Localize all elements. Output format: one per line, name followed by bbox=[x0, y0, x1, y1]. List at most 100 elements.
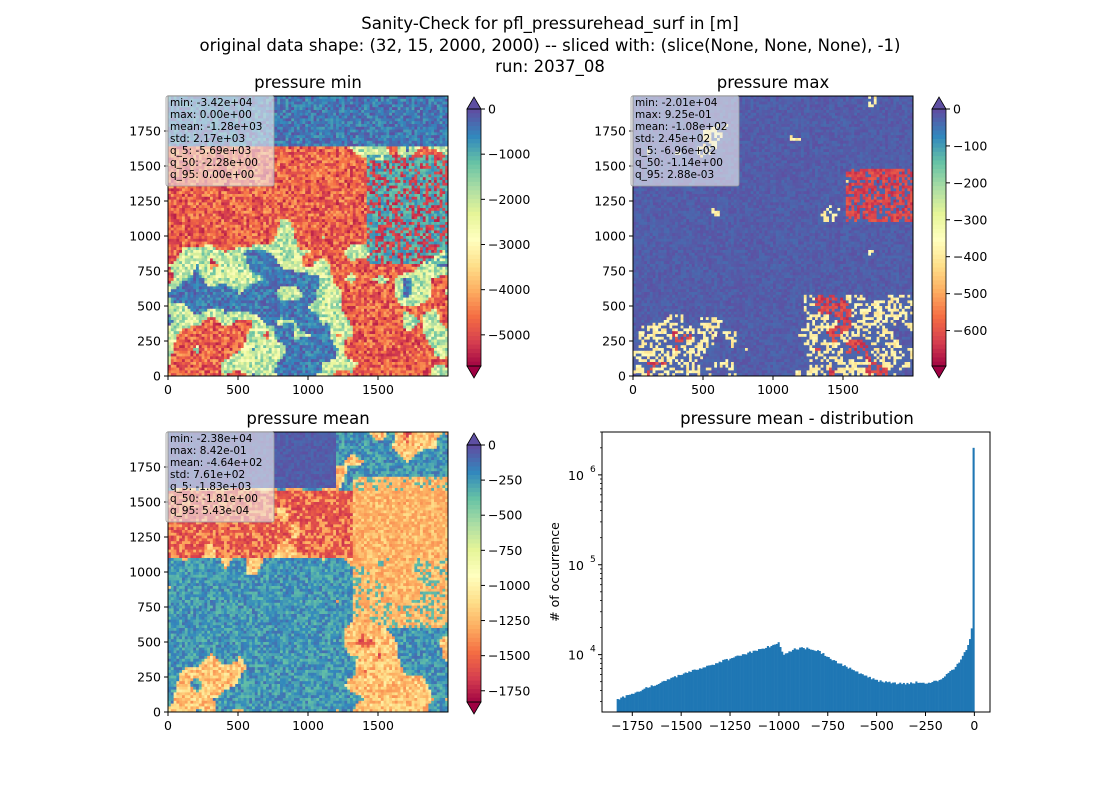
histogram-bar bbox=[874, 680, 876, 712]
histogram-bar bbox=[677, 675, 679, 712]
histogram-bar bbox=[774, 645, 776, 712]
y-tick-label: 500 bbox=[137, 635, 161, 650]
histogram-bar bbox=[840, 664, 842, 712]
colorbar-tick-label: 0 bbox=[953, 102, 961, 117]
histogram-bar bbox=[642, 690, 644, 712]
colorbar-extend-top bbox=[467, 97, 481, 109]
colorbar: 0−250−500−750−1000−1250−1500−1750 bbox=[467, 433, 530, 714]
y-tick-label: 10 bbox=[568, 468, 584, 483]
y-tick-label: 750 bbox=[602, 264, 626, 279]
histogram-bar bbox=[788, 651, 790, 712]
histogram-bar bbox=[878, 682, 880, 712]
histogram-bar bbox=[806, 648, 808, 712]
histogram-bar bbox=[772, 645, 774, 712]
y-tick-label: 250 bbox=[137, 670, 161, 685]
x-tick-label: 500 bbox=[226, 718, 250, 733]
histogram-bar bbox=[835, 661, 837, 712]
histogram-bar bbox=[728, 660, 730, 712]
histogram-bar bbox=[796, 649, 798, 712]
x-tick-label: 1000 bbox=[757, 382, 789, 397]
histogram-bar bbox=[701, 669, 703, 712]
histogram-bar bbox=[949, 671, 951, 712]
histogram-bar bbox=[649, 687, 651, 712]
histogram-bar bbox=[736, 656, 738, 712]
colorbar-tick-label: −1750 bbox=[488, 683, 530, 698]
histogram-bar bbox=[897, 684, 899, 712]
histogram-bar bbox=[740, 656, 742, 712]
x-tick-label: −500 bbox=[859, 718, 893, 733]
histogram-bar bbox=[724, 659, 726, 712]
panel-pressure-min: pressure min 0 500 1000 1500 02505007501000… bbox=[129, 73, 530, 397]
y-tick-label: 1250 bbox=[594, 194, 626, 209]
y-tick-label: 250 bbox=[137, 334, 161, 349]
histogram-bar bbox=[679, 675, 681, 712]
histogram-bar bbox=[670, 678, 672, 712]
y-tick-exponent: 6 bbox=[590, 465, 596, 475]
histogram: −1750 −1500 −1250 −1000 −750 −500 −250 010 410 51… bbox=[568, 432, 990, 733]
x-tick-label: 1500 bbox=[827, 382, 859, 397]
histogram-bar bbox=[751, 653, 753, 712]
histogram-bar bbox=[855, 671, 857, 712]
y-tick-label: 500 bbox=[137, 299, 161, 314]
y-tick-label: 1000 bbox=[129, 229, 161, 244]
histogram-bar bbox=[838, 664, 840, 712]
histogram-bar bbox=[842, 666, 844, 712]
colorbar-tick-label: 0 bbox=[488, 438, 496, 453]
histogram-bar bbox=[942, 678, 944, 712]
histogram-bar bbox=[903, 683, 905, 712]
histogram-bar bbox=[881, 682, 883, 712]
histogram-bar bbox=[733, 658, 735, 712]
histogram-bar bbox=[674, 676, 676, 712]
histogram-bar bbox=[889, 682, 891, 712]
histogram-bar bbox=[658, 684, 660, 712]
histogram-bar bbox=[951, 670, 953, 712]
panel-title: pressure mean bbox=[246, 409, 369, 428]
x-tick-label: 1500 bbox=[362, 382, 394, 397]
histogram-bar bbox=[933, 681, 935, 712]
colorbar-tick-label: −1250 bbox=[488, 613, 530, 628]
y-tick-label: 10 bbox=[568, 648, 584, 663]
histogram-bar bbox=[706, 666, 708, 712]
histogram-bar bbox=[867, 677, 869, 712]
histogram-bar bbox=[910, 682, 912, 712]
colorbar-tick-label: 0 bbox=[488, 102, 496, 117]
x-tick-label: −1000 bbox=[758, 718, 800, 733]
histogram-bar bbox=[928, 683, 930, 712]
histogram-bar bbox=[853, 670, 855, 712]
colorbar-extend-bottom bbox=[467, 366, 481, 378]
x-tick-label: 500 bbox=[226, 382, 250, 397]
histogram-bar bbox=[973, 448, 975, 712]
histogram-bar bbox=[762, 649, 764, 712]
histogram-bar bbox=[651, 685, 653, 712]
colorbar-tick-label: −600 bbox=[953, 323, 987, 338]
colorbar-tick-label: −3000 bbox=[488, 237, 530, 252]
histogram-bar bbox=[667, 679, 669, 712]
histogram-bar bbox=[962, 656, 964, 712]
histogram-bar bbox=[960, 660, 962, 712]
histogram-bar bbox=[803, 648, 805, 712]
histogram-bar bbox=[812, 650, 814, 712]
histogram-bar bbox=[813, 651, 815, 712]
histogram-bar bbox=[939, 680, 941, 712]
histogram-bar bbox=[776, 644, 778, 712]
stats-line: q_50: -2.28e+00 bbox=[170, 157, 258, 169]
colorbar-tick-label: −200 bbox=[953, 175, 987, 190]
histogram-bar bbox=[660, 683, 662, 712]
colorbar-extend-bottom bbox=[932, 366, 946, 378]
y-tick-label: 0 bbox=[153, 705, 161, 720]
histogram-bar bbox=[969, 639, 971, 712]
histogram-bar bbox=[844, 665, 846, 712]
histogram-bar bbox=[915, 681, 917, 712]
histogram-bar bbox=[652, 686, 654, 712]
histogram-bar bbox=[956, 664, 958, 712]
histogram-bar bbox=[787, 653, 789, 712]
panel-distribution: pressure mean - distribution # of occurr… bbox=[547, 409, 990, 733]
histogram-bar bbox=[846, 667, 848, 712]
colorbar-tick-label: −500 bbox=[488, 508, 522, 523]
y-tick-label: 10 bbox=[568, 558, 584, 573]
histogram-bar bbox=[735, 656, 737, 712]
stats-line: q_95: 0.00e+00 bbox=[170, 169, 254, 181]
